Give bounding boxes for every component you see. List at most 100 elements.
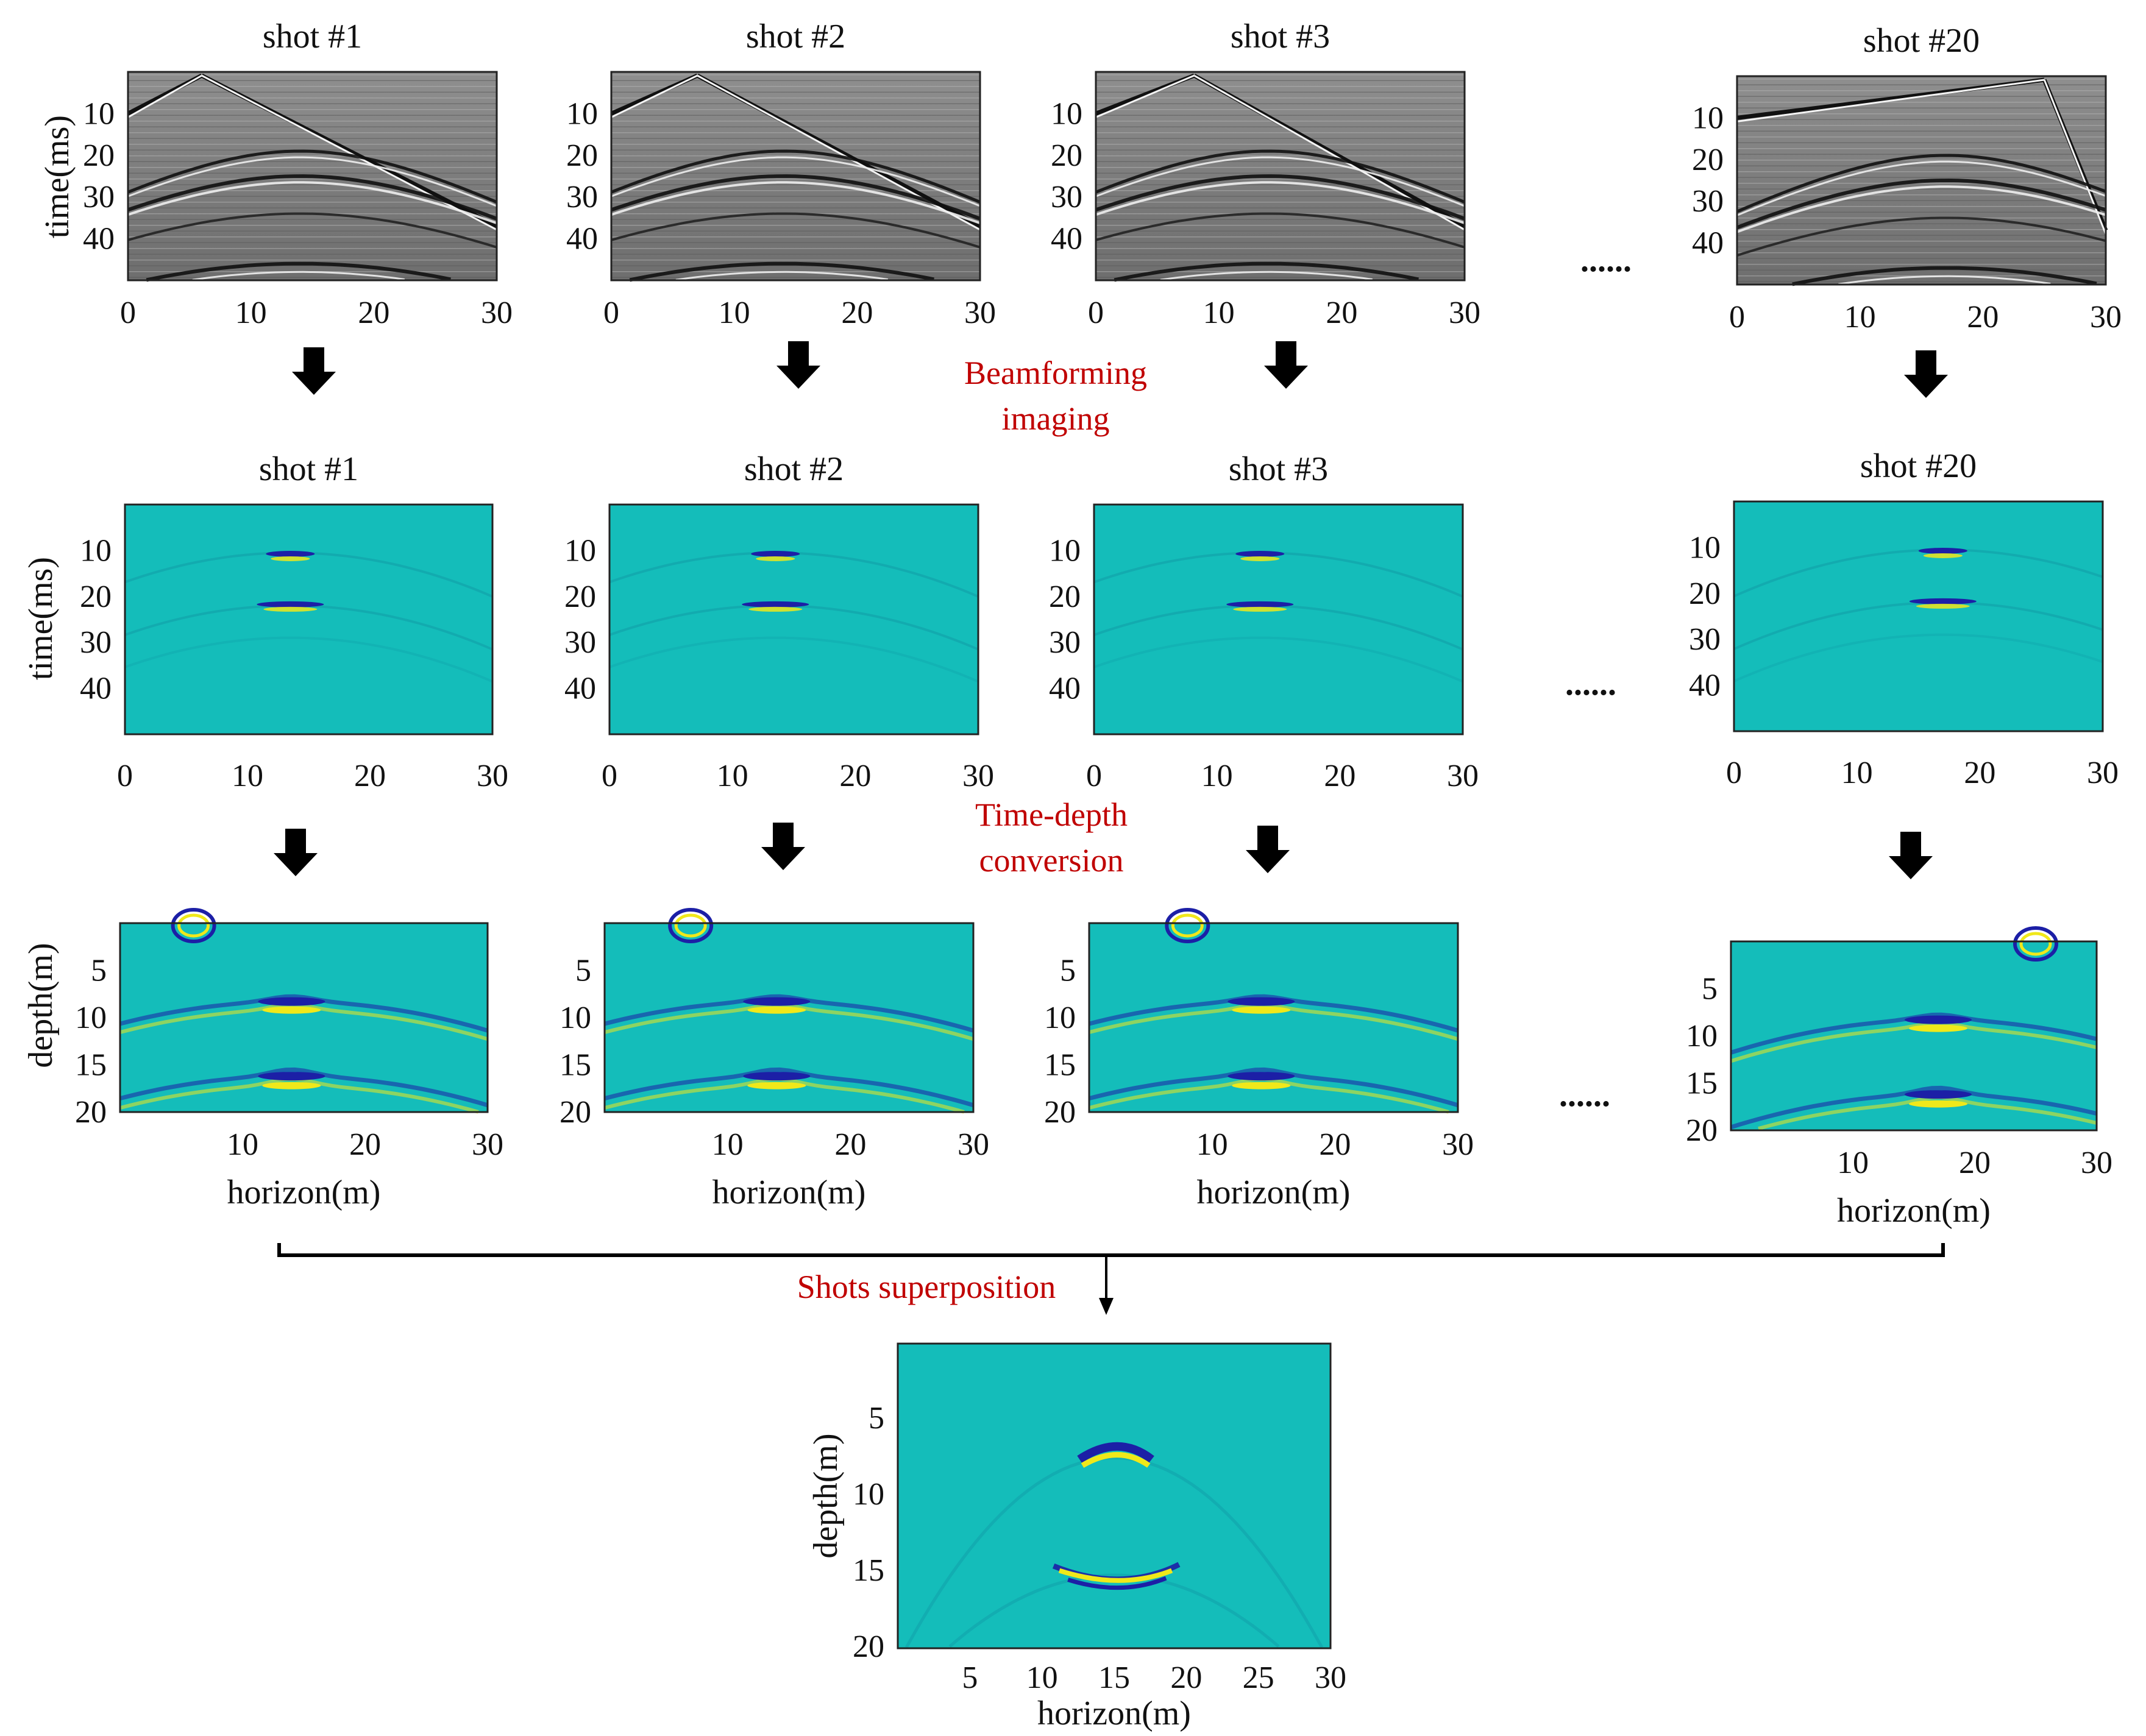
y-tick-label: 20 bbox=[1051, 138, 1082, 173]
down-arrow bbox=[292, 347, 336, 395]
down-arrow bbox=[274, 829, 318, 876]
x-tick-label: 10 bbox=[235, 296, 267, 330]
x-tick-label: 30 bbox=[481, 296, 513, 330]
y-tick-label: 10 bbox=[83, 96, 115, 131]
x-tick-label: 0 bbox=[602, 759, 617, 793]
x-tick-label: 10 bbox=[227, 1127, 258, 1162]
y-tick-label: 20 bbox=[83, 138, 115, 173]
y-tick-label: 20 bbox=[564, 579, 596, 614]
shot-title: shot #2 bbox=[746, 18, 845, 55]
ellipsis-text: ...... bbox=[1580, 241, 1632, 279]
x-tick-label: 20 bbox=[349, 1127, 381, 1162]
seismic-panel bbox=[1095, 71, 1466, 282]
depth-panel bbox=[1730, 926, 2098, 1132]
x-tick-label: 30 bbox=[962, 759, 994, 793]
y-tick-label: 10 bbox=[1686, 1019, 1718, 1054]
x-tick-label: 0 bbox=[1726, 756, 1742, 790]
y-tick-label: 40 bbox=[1049, 671, 1081, 706]
y-tick-label: 10 bbox=[560, 1001, 591, 1035]
y-tick-label: 20 bbox=[80, 579, 112, 614]
y-tick-label: 20 bbox=[75, 1095, 107, 1130]
step-label-beamforming: imaging bbox=[1002, 400, 1110, 437]
y-tick-label: 10 bbox=[1692, 101, 1724, 135]
y-tick-label: 40 bbox=[564, 671, 596, 706]
x-tick-label: 30 bbox=[1449, 296, 1480, 330]
y-axis-label: time(ms) bbox=[22, 557, 60, 680]
y-tick-label: 15 bbox=[1044, 1048, 1076, 1083]
y-tick-label: 10 bbox=[853, 1477, 884, 1512]
y-tick-label: 20 bbox=[1689, 576, 1721, 611]
beamforming-panel bbox=[124, 503, 494, 735]
shot-title: shot #3 bbox=[1231, 18, 1330, 55]
x-tick-label: 20 bbox=[1967, 300, 1999, 335]
y-tick-label: 30 bbox=[1051, 180, 1082, 214]
x-axis-label: horizon(m) bbox=[1837, 1192, 1991, 1230]
y-tick-label: 20 bbox=[1686, 1113, 1718, 1148]
down-arrow bbox=[1246, 826, 1290, 873]
shot-title: shot #1 bbox=[259, 450, 358, 488]
beamforming-panel bbox=[608, 503, 979, 735]
x-tick-label: 10 bbox=[1841, 756, 1873, 790]
y-tick-label: 15 bbox=[1686, 1066, 1718, 1101]
x-tick-label: 10 bbox=[1203, 296, 1235, 330]
down-arrow bbox=[776, 341, 820, 389]
depth-panel bbox=[119, 908, 489, 1114]
y-tick-label: 20 bbox=[560, 1095, 591, 1130]
x-tick-label: 10 bbox=[1201, 759, 1233, 793]
y-tick-label: 30 bbox=[1689, 622, 1721, 657]
x-tick-label: 10 bbox=[1837, 1146, 1869, 1180]
x-tick-label: 20 bbox=[839, 759, 871, 793]
x-tick-label: 20 bbox=[1326, 296, 1357, 330]
x-tick-label: 25 bbox=[1243, 1660, 1274, 1695]
y-tick-label: 10 bbox=[1044, 1001, 1076, 1035]
y-tick-label: 30 bbox=[564, 625, 596, 660]
x-tick-label: 15 bbox=[1098, 1660, 1130, 1695]
y-tick-label: 40 bbox=[1692, 226, 1724, 261]
shot-title: shot #1 bbox=[263, 18, 362, 55]
step-label-time-depth: conversion bbox=[979, 842, 1124, 879]
y-axis-label: depth(m) bbox=[22, 943, 60, 1068]
x-tick-label: 0 bbox=[117, 759, 133, 793]
shot-title: shot #3 bbox=[1229, 450, 1328, 488]
depth-panel bbox=[603, 908, 975, 1114]
x-tick-label: 20 bbox=[1324, 759, 1355, 793]
x-axis-label: horizon(m) bbox=[1197, 1174, 1351, 1211]
y-tick-label: 10 bbox=[1049, 533, 1081, 568]
x-tick-label: 20 bbox=[1959, 1146, 1991, 1180]
x-tick-label: 30 bbox=[958, 1127, 989, 1162]
x-tick-label: 0 bbox=[120, 296, 136, 330]
y-tick-label: 10 bbox=[80, 533, 112, 568]
x-tick-label: 30 bbox=[1447, 759, 1479, 793]
x-tick-label: 10 bbox=[232, 759, 263, 793]
y-tick-label: 10 bbox=[1051, 96, 1082, 131]
y-tick-label: 15 bbox=[560, 1048, 591, 1083]
y-tick-label: 40 bbox=[566, 222, 598, 257]
seismic-panel bbox=[1736, 75, 2108, 286]
x-tick-label: 10 bbox=[717, 759, 748, 793]
x-tick-label: 20 bbox=[841, 296, 873, 330]
x-tick-label: 30 bbox=[1315, 1660, 1346, 1695]
seismic-panel bbox=[610, 71, 981, 282]
beamforming-panel bbox=[1733, 500, 2104, 732]
down-arrow bbox=[1889, 832, 1933, 879]
x-tick-label: 30 bbox=[1442, 1127, 1474, 1162]
beamforming-panel bbox=[1093, 503, 1464, 735]
ellipsis-text: ...... bbox=[1565, 665, 1616, 703]
y-axis-label: time(ms) bbox=[38, 115, 76, 238]
y-axis-label: depth(m) bbox=[807, 1433, 845, 1558]
y-tick-label: 5 bbox=[1702, 972, 1718, 1007]
down-arrow bbox=[761, 823, 805, 870]
x-tick-label: 20 bbox=[1170, 1660, 1202, 1695]
x-axis-label: horizon(m) bbox=[1037, 1695, 1191, 1732]
depth-panel bbox=[1088, 908, 1459, 1114]
shot-title: shot #2 bbox=[744, 450, 844, 488]
down-arrow bbox=[1264, 341, 1308, 389]
x-tick-label: 10 bbox=[1196, 1127, 1228, 1162]
x-tick-label: 30 bbox=[2087, 756, 2119, 790]
y-tick-label: 30 bbox=[566, 180, 598, 214]
y-tick-label: 40 bbox=[1051, 222, 1082, 257]
x-tick-label: 10 bbox=[1844, 300, 1876, 335]
y-tick-label: 20 bbox=[1049, 579, 1081, 614]
step-label-superposition: Shots superposition bbox=[797, 1269, 1056, 1305]
